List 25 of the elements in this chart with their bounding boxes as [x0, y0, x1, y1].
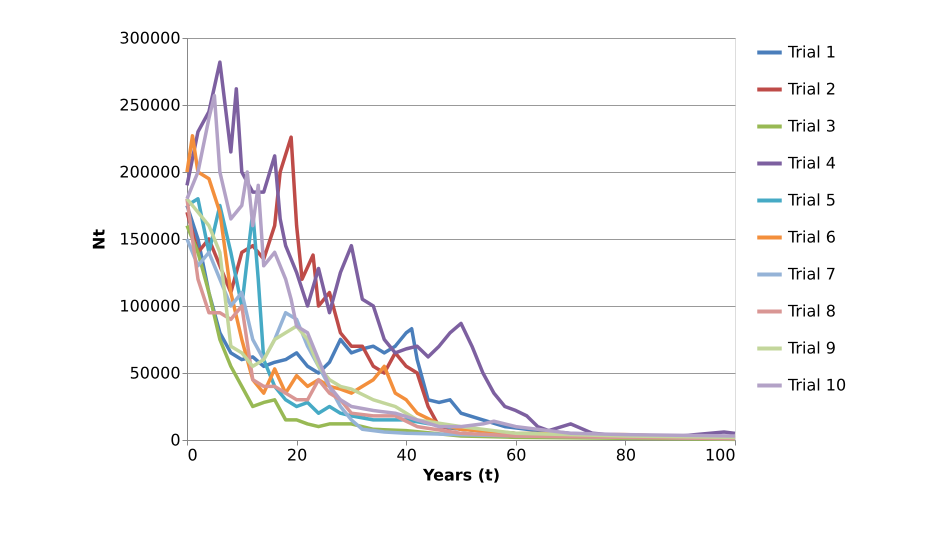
y-tick-label: 0 — [170, 430, 180, 450]
x-tick-label: 40 — [396, 446, 417, 464]
legend-label: Trial 9 — [787, 338, 836, 358]
y-tick-label: 100000 — [119, 296, 180, 316]
legend-label: Trial 5 — [787, 190, 836, 210]
legend-label: Trial 4 — [787, 154, 836, 172]
legend-label: Trial 3 — [787, 116, 836, 136]
y-tick-label: 50000 — [130, 364, 180, 382]
x-tick-label: 60 — [506, 446, 526, 464]
y-tick-label: 300000 — [119, 28, 180, 48]
legend-label: Trial 8 — [787, 302, 836, 320]
y-tick-label: 250000 — [119, 96, 180, 114]
y-tick-label: 200000 — [119, 162, 180, 182]
x-tick-label: 20 — [286, 446, 308, 464]
x-axis-title: Years (t) — [422, 466, 500, 484]
legend-label: Trial 7 — [787, 264, 836, 284]
x-tick-label: 100 — [704, 446, 736, 464]
x-tick-label: 0 — [188, 446, 198, 464]
legend-label: Trial 1 — [787, 42, 836, 62]
legend-label: Trial 10 — [787, 376, 846, 394]
y-axis-title: Nt — [89, 228, 108, 250]
legend-label: Trial 6 — [787, 228, 836, 246]
legend-label: Trial 2 — [787, 80, 836, 98]
x-tick-label: 80 — [616, 446, 636, 464]
y-tick-label: 150000 — [119, 230, 180, 248]
